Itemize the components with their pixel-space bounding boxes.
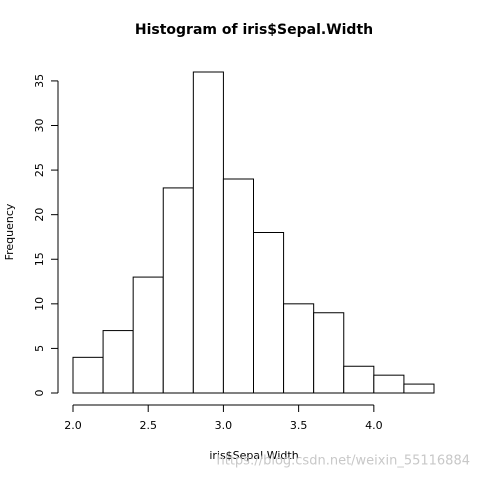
- y-tick-label: 20: [33, 208, 46, 222]
- y-tick-label: 0: [33, 390, 46, 397]
- y-tick-label: 25: [33, 163, 46, 177]
- watermark: https://blog.csdn.net/weixin_55116884: [216, 454, 470, 469]
- bar: [102, 330, 134, 394]
- y-tick-label: 5: [33, 345, 46, 352]
- bar: [343, 365, 375, 394]
- bar: [313, 312, 345, 394]
- bar: [403, 383, 435, 394]
- chart-title: Histogram of iris$Sepal.Width: [135, 22, 373, 38]
- x-tick-label: 2.5: [139, 419, 157, 432]
- bar: [72, 356, 104, 394]
- x-tick-label: 4.0: [365, 419, 383, 432]
- y-tick-label: 10: [33, 297, 46, 311]
- x-axis-label: iris$Sepal.Width: [209, 449, 298, 462]
- y-tick-label: 35: [33, 74, 46, 88]
- bar: [192, 71, 224, 394]
- x-tick-label: 3.5: [290, 419, 308, 432]
- bar: [373, 374, 405, 394]
- bar: [162, 187, 194, 394]
- y-tick-label: 15: [33, 252, 46, 266]
- bar: [253, 232, 285, 394]
- x-tick-label: 3.0: [215, 419, 233, 432]
- x-tick-label: 2.0: [64, 419, 82, 432]
- y-axis-label: Frequency: [3, 203, 16, 260]
- bar: [222, 178, 255, 394]
- bar: [132, 276, 164, 394]
- bar: [283, 303, 315, 394]
- y-tick-label: 30: [33, 119, 46, 133]
